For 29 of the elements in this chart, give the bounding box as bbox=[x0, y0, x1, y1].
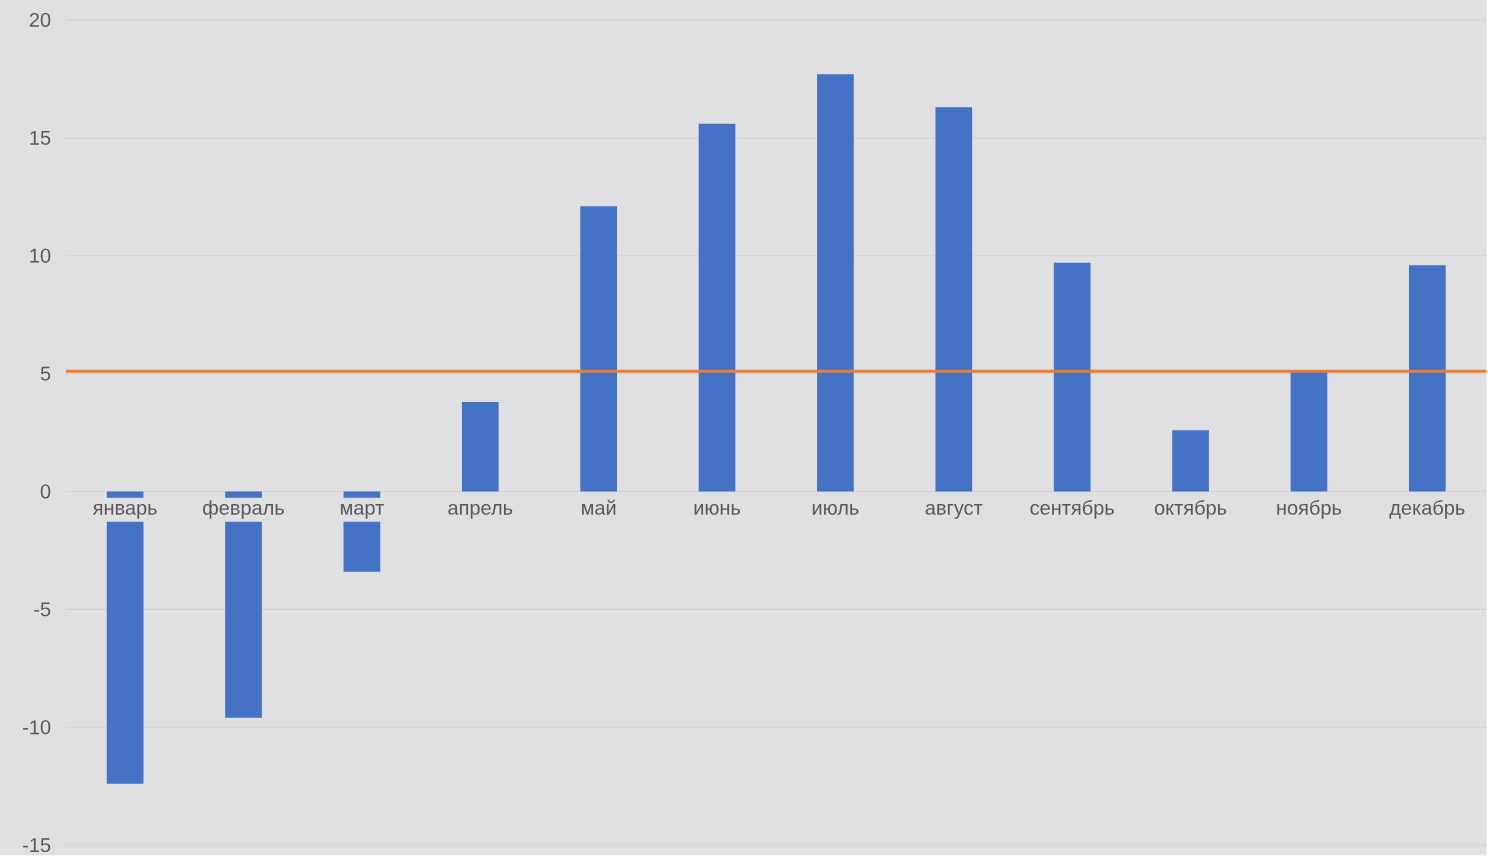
bar bbox=[461, 402, 499, 492]
x-tick-label: сентябрь bbox=[1030, 500, 1114, 519]
y-tick-label: -5 bbox=[34, 602, 51, 617]
bar bbox=[1408, 265, 1446, 492]
bar bbox=[935, 107, 973, 492]
x-tick-label: май bbox=[582, 499, 616, 515]
x-tick-label: апрель bbox=[448, 504, 513, 519]
x-tick-label: февраль bbox=[203, 500, 284, 519]
y-tick-label: -10 bbox=[23, 720, 51, 735]
x-tick-label: март bbox=[340, 504, 384, 519]
y-tick-label: 15 bbox=[30, 131, 51, 145]
y-tick-label: -15 bbox=[23, 838, 51, 853]
bar bbox=[580, 206, 618, 492]
y-tick-label: 5 bbox=[40, 366, 51, 381]
x-tick-label: август bbox=[925, 504, 983, 519]
x-tick-label: декабрь bbox=[1389, 500, 1465, 519]
bar bbox=[698, 123, 736, 492]
y-tick-label: 20 bbox=[29, 13, 51, 28]
y-tick-label: 10 bbox=[30, 248, 51, 263]
x-tick-label: январь bbox=[92, 504, 157, 519]
bar bbox=[1290, 371, 1328, 492]
bar bbox=[1172, 430, 1209, 492]
y-tick-label: 0 bbox=[40, 484, 51, 499]
x-tick-label: июль bbox=[812, 504, 859, 515]
x-tick-label: октябрь bbox=[1154, 500, 1227, 519]
x-tick-label: июнь bbox=[694, 504, 741, 515]
x-tick-label: ноябрь bbox=[1277, 500, 1342, 519]
bar bbox=[1053, 262, 1091, 492]
bar bbox=[817, 74, 854, 492]
